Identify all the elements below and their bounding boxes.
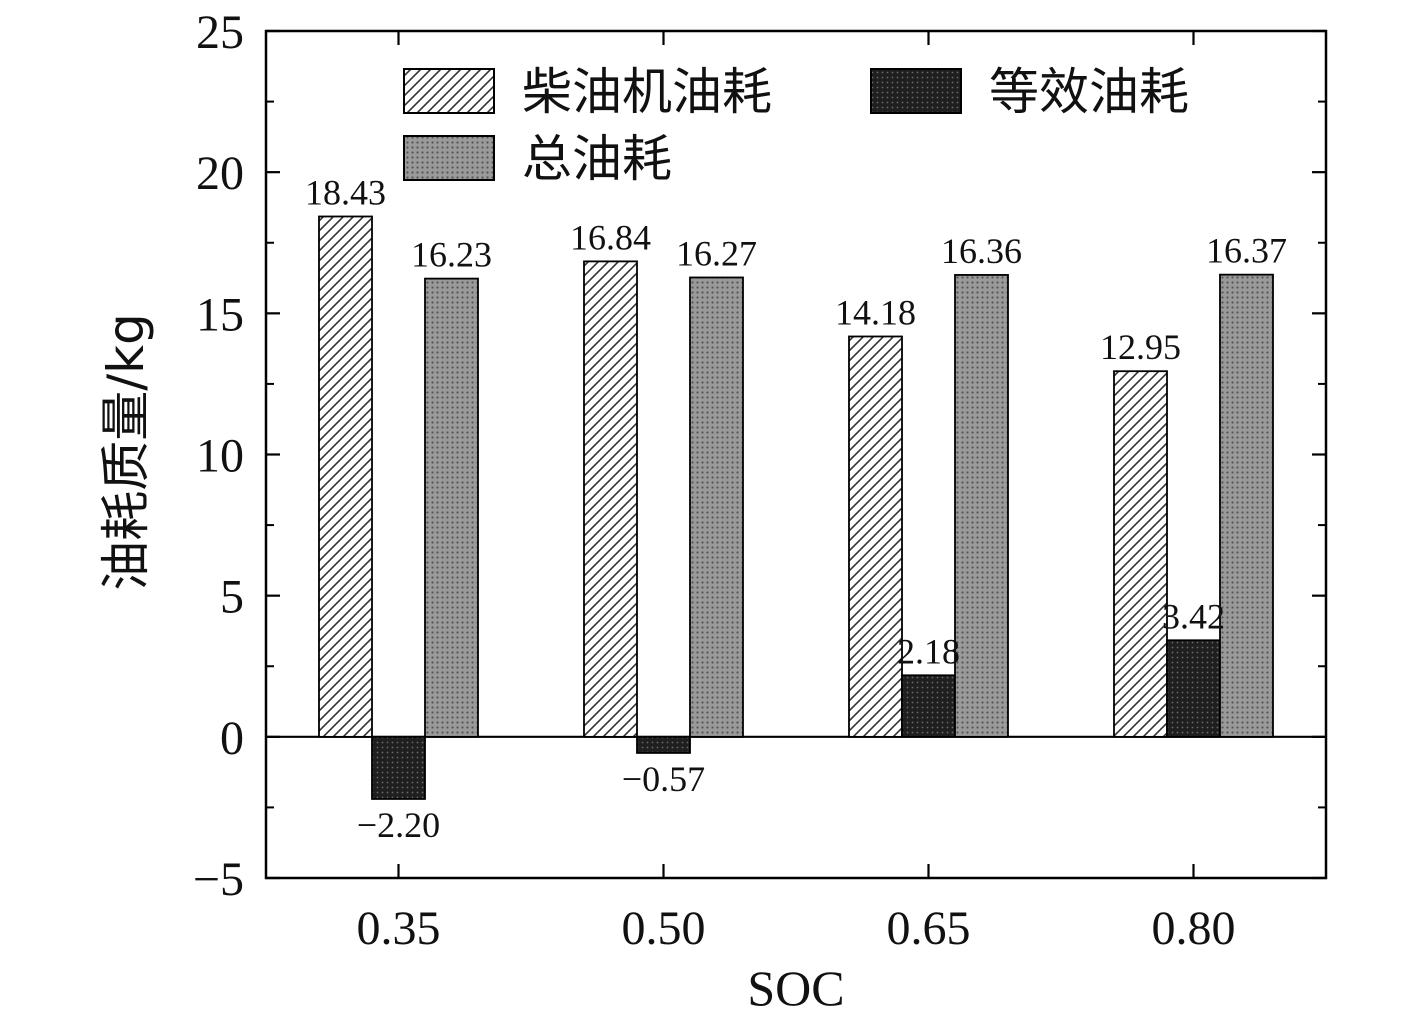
legend-label: 柴油机油耗	[522, 63, 772, 121]
bars	[318, 215, 1274, 800]
y-tick-label: 20	[196, 147, 244, 200]
y-tick-label: 25	[196, 6, 244, 59]
data-label: 16.27	[676, 233, 757, 273]
bar	[636, 735, 691, 754]
y-tick-label: 15	[196, 288, 244, 341]
y-axis-title: 油耗质量/kg	[97, 313, 155, 591]
bar	[424, 277, 479, 738]
data-label: −2.20	[357, 805, 440, 845]
x-tick-label: 0.35	[357, 902, 441, 955]
bar	[1113, 370, 1168, 738]
bar	[848, 335, 903, 738]
x-axis-title: SOC	[747, 960, 844, 1016]
data-label: 18.43	[305, 172, 386, 212]
legend-swatch	[403, 135, 495, 181]
y-tick-label: 0	[220, 712, 244, 765]
bar	[901, 674, 956, 738]
data-label: 2.18	[897, 631, 960, 671]
bar	[954, 274, 1009, 738]
data-label: 12.95	[1100, 327, 1181, 367]
value-labels: 18.43 −2.20 16.23 16.84 −0.57 16.27 14.18 2.18 1…	[305, 172, 1287, 844]
x-tick-label: 0.65	[887, 902, 971, 955]
axes: −5 0 5 10 15 20 25 0.35 0.50 0.65 0.80	[193, 6, 1326, 955]
data-label: 16.84	[570, 217, 651, 257]
bar	[318, 215, 373, 738]
data-label: −0.57	[622, 759, 705, 799]
data-label: 14.18	[835, 292, 916, 332]
bar	[1166, 639, 1221, 738]
data-label: 16.23	[411, 235, 492, 275]
x-tick-label: 0.50	[622, 902, 706, 955]
y-tick-label: 10	[196, 430, 244, 483]
x-tick-label: 0.80	[1152, 902, 1236, 955]
bar	[689, 276, 744, 738]
data-label: 3.42	[1162, 596, 1225, 636]
bar	[583, 260, 638, 738]
data-label: 16.36	[941, 231, 1022, 271]
legend-swatch	[870, 68, 962, 114]
bar	[1219, 273, 1274, 738]
legend-label: 总油耗	[522, 130, 672, 188]
legend-label: 等效油耗	[989, 63, 1189, 121]
data-label: 16.37	[1206, 231, 1287, 271]
y-tick-label: 5	[220, 571, 244, 624]
legend-swatch	[403, 68, 495, 114]
y-tick-label: −5	[193, 853, 244, 906]
bar	[371, 735, 426, 800]
